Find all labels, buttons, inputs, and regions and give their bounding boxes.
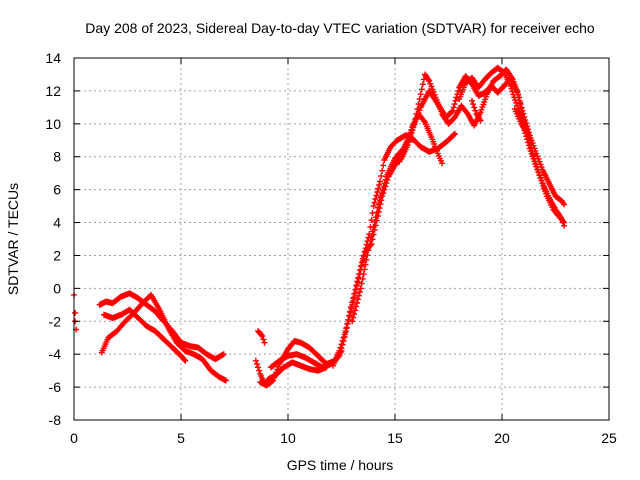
- y-tick-label: -4: [49, 346, 62, 362]
- y-tick-label: 14: [45, 50, 61, 66]
- series-track-b: [96, 290, 227, 363]
- point-markers: [96, 290, 227, 363]
- series-track-e: [255, 328, 268, 346]
- series-track-c: [98, 291, 229, 384]
- y-tick-label: 0: [53, 280, 61, 296]
- x-tick-label: 0: [70, 430, 78, 446]
- y-tick-label: -6: [49, 379, 62, 395]
- point-markers: [101, 306, 189, 364]
- point-markers: [511, 106, 531, 137]
- y-tick-label: 4: [53, 215, 61, 231]
- series-track-j: [349, 73, 568, 325]
- series-track-o: [511, 106, 531, 137]
- x-tick-label: 25: [601, 430, 617, 446]
- plot-points: [71, 64, 568, 389]
- point-markers: [469, 97, 484, 124]
- point-markers: [71, 291, 80, 333]
- series-track-n: [469, 97, 484, 124]
- series-track-h: [267, 130, 458, 371]
- point-markers: [267, 130, 458, 371]
- axis-ticks: 0 5 10 15 20 25 -8 -6 -4 -2 0 2 4 6 8 10 12 14: [45, 50, 617, 446]
- point-markers: [98, 291, 229, 384]
- point-markers: [255, 328, 268, 346]
- series-track-a: [71, 291, 80, 333]
- y-tick-label: 6: [53, 182, 61, 198]
- y-tick-label: 8: [53, 149, 61, 165]
- point-markers: [396, 110, 446, 167]
- y-tick-label: -8: [49, 412, 62, 428]
- plot-frame: [73, 57, 610, 421]
- y-axis-title: SDTVAR / TECUs: [5, 183, 21, 295]
- x-tick-label: 20: [494, 430, 510, 446]
- x-tick-label: 5: [177, 430, 185, 446]
- series-track-k: [396, 110, 446, 167]
- x-tick-label: 15: [387, 430, 403, 446]
- y-tick-label: 12: [45, 83, 61, 99]
- y-tick-label: 10: [45, 116, 61, 132]
- x-axis-title: GPS time / hours: [287, 457, 394, 473]
- point-markers: [349, 73, 568, 325]
- series-track-d: [101, 306, 189, 364]
- x-tick-label: 10: [280, 430, 296, 446]
- y-tick-label: -2: [49, 313, 62, 329]
- y-tick-label: 2: [53, 247, 61, 263]
- grid: [74, 58, 609, 420]
- chart-title: Day 208 of 2023, Sidereal Day-to-day VTE…: [85, 20, 595, 36]
